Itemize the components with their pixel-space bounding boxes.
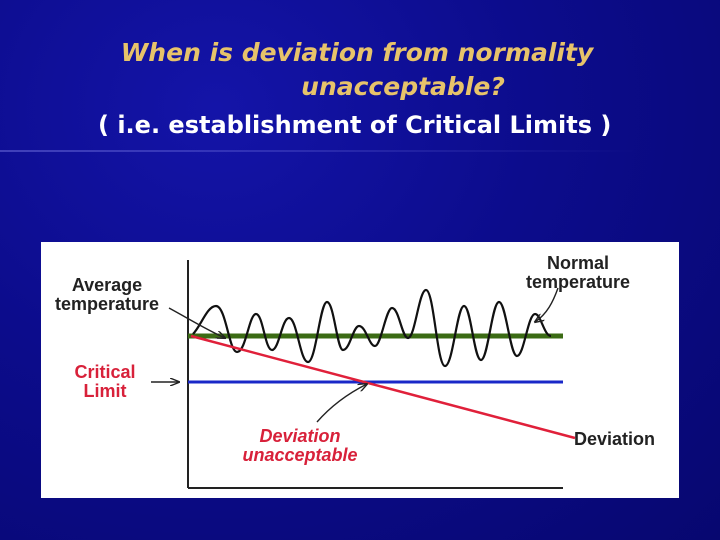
decorative-rule <box>0 150 640 152</box>
diagram-canvas <box>151 260 576 489</box>
deviation-unacceptable-arrow <box>316 384 367 423</box>
slide-title: When is deviation from normality unaccep… <box>0 36 720 104</box>
average-temperature-label: Average temperature <box>54 275 160 314</box>
deviation-label: Deviation <box>574 429 656 449</box>
critical-limit-label: Critical Limit <box>74 362 136 401</box>
deviation-unacceptable-label: Deviation unacceptable <box>242 426 358 465</box>
title-line-1: When is deviation from normality <box>120 38 594 67</box>
slide-subtitle: ( i.e. establishment of Critical Limits … <box>98 111 612 139</box>
title-line-2: unacceptable? <box>301 72 505 101</box>
deviation-line <box>190 334 576 440</box>
average-temperature-arrow <box>168 307 225 338</box>
normal-temperature-curve <box>192 288 552 368</box>
critical-limit-diagram: Average temperature Normal temperature C… <box>41 242 679 498</box>
normal-temperature-arrow <box>535 287 559 322</box>
normal-temperature-label: Normal temperature <box>525 253 631 292</box>
